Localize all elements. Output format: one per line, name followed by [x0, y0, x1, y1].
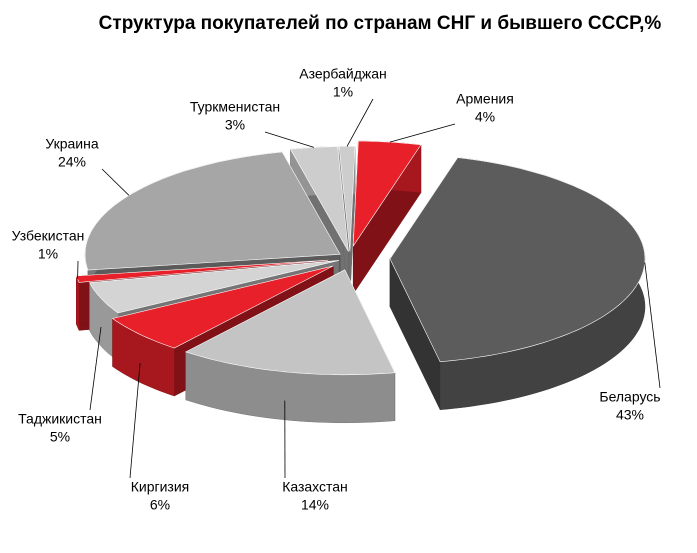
slice-label: Узбекистан [12, 228, 85, 244]
slice-side [76, 276, 79, 330]
slice-label: Беларусь [599, 389, 660, 405]
slice-value-label: 14% [301, 497, 329, 513]
chart-title: Структура покупателей по странам СНГ и б… [90, 12, 670, 36]
slice-value-label: 6% [150, 497, 170, 513]
slice-value-label: 4% [475, 109, 495, 125]
slice-value-label: 1% [333, 84, 353, 100]
slice-value-label: 5% [50, 429, 70, 445]
slice-value-label: 43% [616, 407, 644, 423]
slice-label: Киргизия [131, 479, 190, 495]
slice-label: Казахстан [282, 479, 348, 495]
slice-value-label: 1% [38, 246, 58, 262]
slice-label: Таджикистан [18, 411, 102, 427]
slice-label: Украина [45, 136, 99, 152]
title-box: Структура покупателей по странам СНГ и б… [90, 12, 670, 72]
slice-label: Армения [456, 91, 514, 107]
slice-value-label: 3% [225, 117, 245, 133]
slice-label: Азербайджан [299, 66, 387, 82]
slice-label: Туркменистан [190, 99, 280, 115]
slice-value-label: 24% [58, 154, 86, 170]
